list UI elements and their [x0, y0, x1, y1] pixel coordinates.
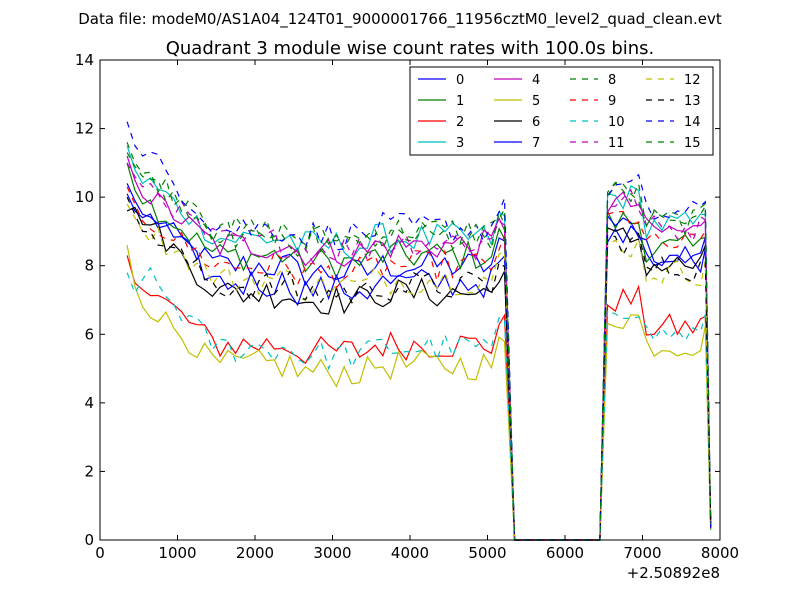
series-line-10 — [126, 266, 712, 541]
x-tick-label: 8000 — [701, 544, 739, 562]
y-tick-label: 0 — [84, 531, 94, 549]
x-tick-label: 3000 — [313, 544, 351, 562]
legend-label-11: 11 — [608, 136, 625, 151]
series-line-6 — [126, 206, 712, 541]
x-offset-label: +2.50892e8 — [627, 564, 720, 582]
legend-label-3: 3 — [456, 136, 464, 151]
x-tick-label: 5000 — [468, 544, 506, 562]
series-layer — [126, 121, 712, 541]
y-tick-label: 12 — [75, 120, 94, 138]
series-line-11 — [126, 162, 712, 541]
x-tick-label: 2000 — [236, 544, 274, 562]
legend-label-10: 10 — [608, 115, 625, 130]
x-tick-label: 4000 — [391, 544, 429, 562]
legend-label-4: 4 — [532, 73, 540, 88]
x-tick-label: 1000 — [158, 544, 196, 562]
series-line-15 — [126, 152, 712, 541]
legend-label-0: 0 — [456, 73, 464, 88]
axes-layer: 0 1000 2000 3000 4000 5000 6000 7000 8000+2.5089… — [75, 51, 739, 582]
legend-label-2: 2 — [456, 115, 464, 130]
series-line-8 — [126, 142, 712, 541]
legend-label-15: 15 — [684, 136, 701, 151]
legend-label-13: 13 — [684, 94, 701, 109]
series-line-2 — [126, 255, 712, 541]
legend-box — [409, 66, 714, 156]
legend-label-12: 12 — [684, 73, 701, 88]
y-tick-label: 14 — [75, 51, 94, 69]
series-line-13 — [126, 196, 712, 541]
legend-label-1: 1 — [456, 94, 464, 109]
legend-label-6: 6 — [532, 115, 540, 130]
legend-label-8: 8 — [608, 73, 616, 88]
chart-title: Quadrant 3 module wise count rates with … — [166, 38, 655, 59]
x-tick-label: 0 — [95, 544, 105, 562]
series-line-12 — [126, 203, 712, 541]
x-tick-label: 6000 — [546, 544, 584, 562]
series-line-7 — [126, 183, 712, 541]
series-line-14 — [126, 121, 712, 541]
y-tick-label: 2 — [84, 462, 94, 480]
y-tick-label: 10 — [75, 188, 94, 206]
y-tick-label: 4 — [84, 394, 94, 412]
legend-label-5: 5 — [532, 94, 540, 109]
series-line-0 — [126, 193, 712, 541]
legend-label-14: 14 — [684, 115, 701, 130]
series-line-5 — [126, 244, 712, 541]
suptitle: Data file: modeM0/AS1A04_124T01_90000017… — [78, 10, 722, 29]
legend-label-7: 7 — [532, 136, 540, 151]
series-line-3 — [126, 145, 712, 541]
y-tick-label: 6 — [84, 325, 94, 343]
x-tick-label: 7000 — [623, 544, 661, 562]
y-tick-label: 8 — [84, 257, 94, 275]
legend-label-9: 9 — [608, 94, 616, 109]
series-line-9 — [126, 186, 712, 541]
